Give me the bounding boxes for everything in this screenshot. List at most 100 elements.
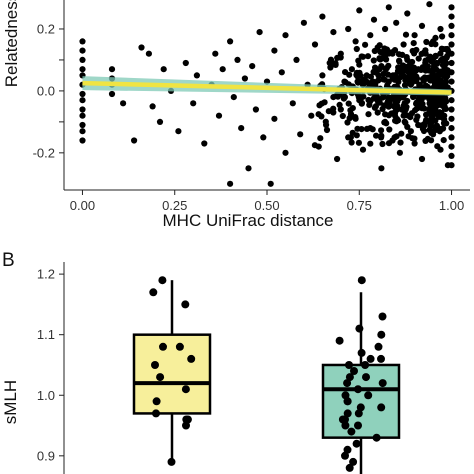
scatter-point: [322, 118, 329, 125]
box-point: [357, 348, 366, 357]
scatter-point: [391, 134, 398, 141]
scatter-point: [396, 58, 403, 65]
box-point: [187, 354, 196, 363]
scatter-point: [381, 102, 388, 109]
scatter-point: [345, 25, 352, 33]
scatter-point: [367, 32, 374, 39]
scatter-point: [439, 61, 446, 69]
scatter-point: [282, 32, 289, 39]
panel-b-label: B: [2, 250, 15, 271]
scatter-point: [426, 100, 433, 107]
y-tick-label: -0.2: [33, 145, 55, 160]
panel-b-boxplot: B 0.9 1.0 1.1 1.2 sMLH: [1, 250, 401, 474]
box-point: [361, 361, 370, 369]
scatter-point: [379, 140, 386, 148]
scatter-point: [439, 33, 446, 40]
scatter-point: [418, 122, 425, 129]
scatter-point: [355, 72, 362, 79]
scatter-point: [393, 19, 400, 26]
box-point: [354, 421, 362, 430]
scatter-point: [427, 77, 434, 84]
scatter-point: [108, 90, 116, 98]
box-point: [181, 300, 190, 309]
scatter-point: [448, 22, 455, 29]
x-axis-title: MHC UniFrac distance: [163, 211, 334, 230]
scatter-point: [448, 162, 455, 169]
scatter-point: [415, 95, 422, 102]
box-point: [354, 409, 363, 418]
scatter-point: [367, 98, 374, 105]
scatter-point: [378, 132, 385, 139]
scatter-point: [315, 111, 322, 118]
y-axis-title: Relatedness: [2, 0, 21, 87]
box-point: [357, 276, 366, 285]
scatter-point: [364, 53, 372, 60]
box-point: [159, 342, 167, 351]
scatter-point: [353, 45, 360, 53]
scatter-point: [138, 44, 145, 51]
scatter-point: [380, 76, 387, 83]
scatter-point: [422, 65, 429, 72]
scatter-point: [395, 64, 402, 71]
scatter-point: [334, 155, 341, 163]
scatter-point: [441, 103, 448, 110]
scatter-point: [423, 111, 430, 118]
scatter-point: [371, 47, 378, 55]
scatter-point: [413, 116, 420, 123]
scatter-point: [400, 73, 407, 80]
scatter-point: [358, 126, 365, 133]
scatter-point: [440, 137, 447, 144]
scatter-point: [422, 137, 429, 144]
scatter-point: [400, 102, 407, 109]
scatter-point: [321, 99, 328, 106]
scatter-point: [418, 155, 426, 163]
scatter-point: [245, 165, 252, 172]
scatter-point: [418, 105, 425, 112]
scatter-point: [382, 48, 389, 55]
box-point: [352, 439, 361, 448]
box-point: [377, 330, 386, 339]
scatter-point: [409, 47, 416, 55]
x-tick-label: 1.00: [439, 198, 464, 213]
scatter-point: [442, 46, 449, 53]
scatter-point: [376, 42, 383, 49]
scatter-point: [379, 94, 386, 101]
scatter-point: [316, 102, 323, 109]
scatter-point: [271, 115, 278, 122]
scatter-point: [238, 125, 245, 132]
scatter-point: [411, 32, 418, 39]
scatter-point: [182, 59, 189, 67]
box-point: [151, 361, 159, 369]
box-point: [152, 409, 160, 418]
scatter-point: [234, 56, 241, 64]
scatter-point: [249, 63, 256, 70]
scatter-point: [289, 100, 296, 107]
scatter-point: [79, 121, 86, 129]
box-group: [132, 276, 212, 466]
scatter-point: [370, 16, 378, 23]
scatter-point: [386, 94, 393, 101]
scatter-point: [79, 128, 86, 135]
scatter-point: [438, 56, 445, 64]
scatter-point: [385, 4, 392, 11]
box-point: [345, 463, 354, 472]
scatter-point: [397, 139, 404, 146]
scatter-point: [448, 143, 455, 150]
scatter-point: [401, 118, 408, 125]
scatter-point: [358, 100, 365, 107]
scatter-point: [319, 72, 326, 79]
scatter-point: [444, 69, 451, 76]
scatter-point: [352, 38, 359, 45]
box-point: [354, 385, 362, 394]
scatter-point: [432, 34, 439, 42]
scatter-point: [391, 109, 399, 117]
scatter-point: [317, 135, 324, 142]
scatter-point: [386, 126, 393, 133]
scatter-point: [79, 47, 86, 54]
scatter-point: [385, 140, 393, 147]
scatter-point: [399, 94, 406, 101]
fit-line-group: [82, 76, 452, 96]
scatter-point: [448, 125, 455, 132]
scatter-point: [267, 180, 274, 187]
scatter-point: [382, 25, 389, 33]
